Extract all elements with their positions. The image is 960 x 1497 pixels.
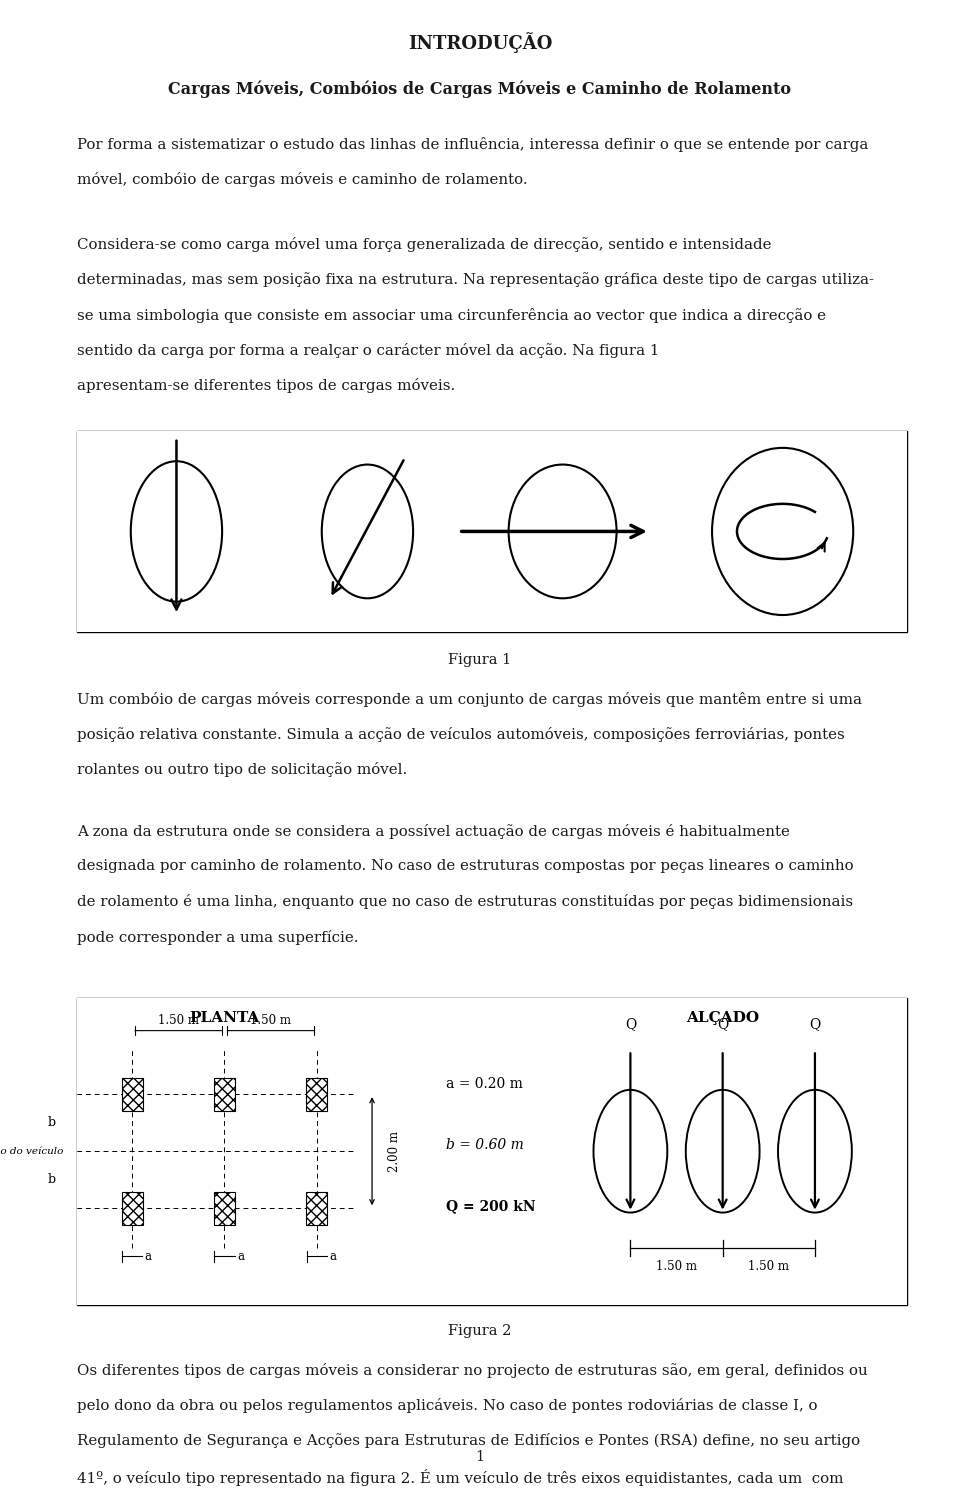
Text: Q = 200 kN: Q = 200 kN (445, 1199, 536, 1214)
Text: sentido da carga por forma a realçar o carácter móvel da acção. Na figura 1: sentido da carga por forma a realçar o c… (77, 343, 660, 358)
Bar (122, 1192, 142, 1225)
Text: a: a (145, 1250, 152, 1263)
Ellipse shape (685, 1090, 759, 1213)
Ellipse shape (712, 448, 853, 615)
Text: pode corresponder a uma superfície.: pode corresponder a uma superfície. (77, 930, 358, 945)
Text: Figura 2: Figura 2 (448, 1323, 512, 1338)
Bar (306, 1192, 327, 1225)
Ellipse shape (322, 464, 413, 599)
Text: ALÇADO: ALÇADO (686, 1010, 759, 1025)
Text: Um combóio de cargas móveis corresponde a um conjunto de cargas móveis que mantê: Um combóio de cargas móveis corresponde … (77, 692, 862, 707)
Text: de rolamento é uma linha, enquanto que no caso de estruturas constituídas por pe: de rolamento é uma linha, enquanto que n… (77, 894, 852, 910)
Text: 1.50 m: 1.50 m (748, 1260, 789, 1272)
Text: Considera-se como carga móvel uma força generalizada de direcção, sentido e inte: Considera-se como carga móvel uma força … (77, 237, 771, 253)
Text: Q: Q (625, 1018, 636, 1031)
Text: apresentam-se diferentes tipos de cargas móveis.: apresentam-se diferentes tipos de cargas… (77, 377, 455, 394)
Text: Por forma a sistematizar o estudo das linhas de influência, interessa definir o : Por forma a sistematizar o estudo das li… (77, 136, 868, 153)
Text: 1.50 m: 1.50 m (157, 1013, 199, 1027)
Ellipse shape (593, 1090, 667, 1213)
Text: rolantes ou outro tipo de solicitação móvel.: rolantes ou outro tipo de solicitação mó… (77, 762, 407, 777)
Ellipse shape (509, 464, 616, 599)
Ellipse shape (131, 461, 222, 602)
Text: b = 0.60 m: b = 0.60 m (445, 1138, 523, 1153)
Text: se uma simbologia que consiste em associar uma circunferência ao vector que indi: se uma simbologia que consiste em associ… (77, 307, 826, 323)
Bar (77, 997, 907, 1304)
Text: b: b (47, 1174, 56, 1186)
Text: Cargas Móveis, Combóios de Cargas Móveis e Caminho de Rolamento: Cargas Móveis, Combóios de Cargas Móveis… (169, 79, 791, 97)
Text: determinadas, mas sem posição fixa na estrutura. Na representação gráfica deste : determinadas, mas sem posição fixa na es… (77, 272, 874, 287)
Bar (77, 431, 907, 632)
Text: Q: Q (717, 1018, 729, 1031)
Text: a: a (329, 1250, 336, 1263)
Text: 1: 1 (475, 1451, 485, 1464)
Text: Os diferentes tipos de cargas móveis a considerar no projecto de estruturas são,: Os diferentes tipos de cargas móveis a c… (77, 1362, 868, 1379)
Text: INTRODUÇÃO: INTRODUÇÃO (408, 31, 552, 52)
Text: eixo do veículo: eixo do veículo (0, 1147, 63, 1156)
Text: 1.50 m: 1.50 m (250, 1013, 291, 1027)
Bar (214, 1192, 235, 1225)
Text: Q: Q (809, 1018, 821, 1031)
Text: 2.00 m: 2.00 m (388, 1130, 401, 1172)
Bar (306, 1078, 327, 1111)
Ellipse shape (778, 1090, 852, 1213)
Text: designada por caminho de rolamento. No caso de estruturas compostas por peças li: designada por caminho de rolamento. No c… (77, 859, 853, 873)
Text: PLANTA: PLANTA (189, 1010, 259, 1025)
Text: móvel, combóio de cargas móveis e caminho de rolamento.: móvel, combóio de cargas móveis e caminh… (77, 172, 527, 187)
Text: posição relativa constante. Simula a acção de veículos automóveis, composições f: posição relativa constante. Simula a acç… (77, 726, 845, 743)
Bar (122, 1078, 142, 1111)
Text: Regulamento de Segurança e Acções para Estruturas de Edifícios e Pontes (RSA) de: Regulamento de Segurança e Acções para E… (77, 1434, 860, 1449)
Text: A zona da estrutura onde se considera a possível actuação de cargas móveis é hab: A zona da estrutura onde se considera a … (77, 823, 790, 840)
Text: b: b (47, 1117, 56, 1129)
Text: a: a (237, 1250, 244, 1263)
Bar (214, 1078, 235, 1111)
Text: a = 0.20 m: a = 0.20 m (445, 1076, 523, 1091)
Text: pelo dono da obra ou pelos regulamentos aplicáveis. No caso de pontes rodoviária: pelo dono da obra ou pelos regulamentos … (77, 1398, 817, 1413)
Text: 41º, o veículo tipo representado na figura 2. É um veículo de três eixos equidis: 41º, o veículo tipo representado na figu… (77, 1469, 843, 1485)
Text: 1.50 m: 1.50 m (656, 1260, 697, 1272)
Text: Figura 1: Figura 1 (448, 653, 512, 666)
